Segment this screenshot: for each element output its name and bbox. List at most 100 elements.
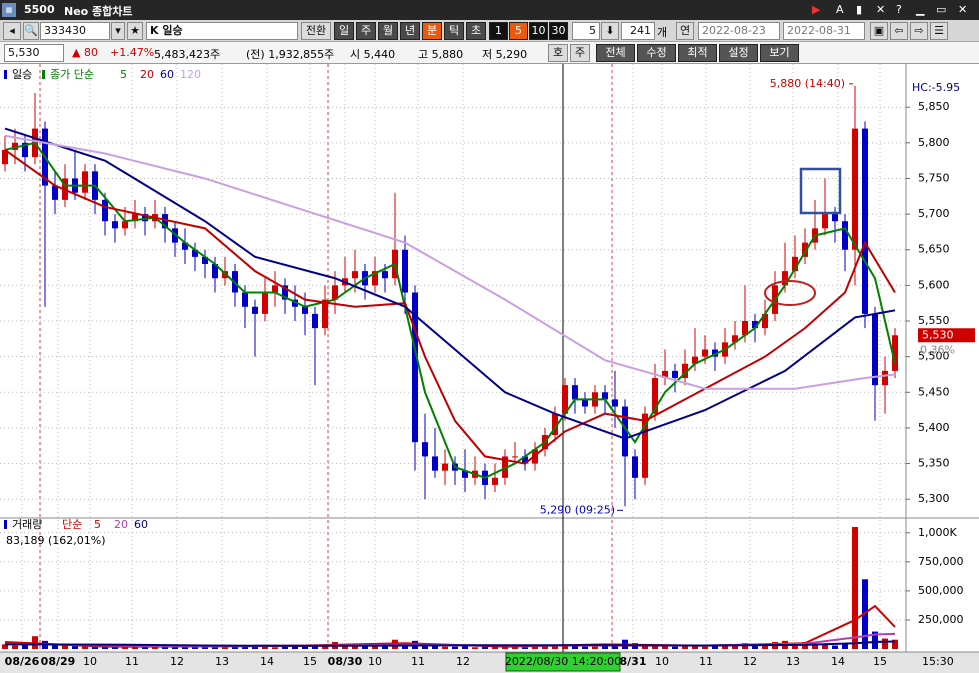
candle-body xyxy=(162,214,168,229)
period-button[interactable]: 초 xyxy=(466,22,486,40)
candle-body xyxy=(672,370,678,379)
minute-button[interactable]: 30 xyxy=(549,22,568,40)
volume-bar xyxy=(192,646,198,649)
interval-input[interactable]: 5 xyxy=(572,22,600,40)
minute-button[interactable]: 5 xyxy=(509,22,528,40)
x-tick-label: 10 xyxy=(83,655,97,668)
moving-average-line xyxy=(4,134,896,390)
minute-button[interactable]: 10 xyxy=(529,22,548,40)
volume-bar xyxy=(592,646,598,649)
menu-button[interactable]: ☰ xyxy=(930,22,948,40)
window-icon[interactable]: ? xyxy=(896,3,902,16)
period-button[interactable]: 분 xyxy=(422,22,442,40)
volume-bar xyxy=(812,643,818,649)
volume-bar xyxy=(732,644,738,649)
end-date[interactable]: 2022-08-31 xyxy=(783,22,865,40)
period-button[interactable]: 년 xyxy=(400,22,420,40)
minimize-button[interactable]: ▁ xyxy=(916,3,925,16)
y-tick-label: 5,650 xyxy=(918,243,950,256)
period-button[interactable]: 주 xyxy=(356,22,376,40)
menu-button[interactable]: 수정 xyxy=(637,44,676,62)
screen-number: 5500 xyxy=(24,3,55,16)
candle-body xyxy=(412,292,418,443)
volume-bar xyxy=(142,647,148,649)
legend-label: 일승 xyxy=(12,67,32,81)
candle-body xyxy=(202,256,208,264)
candle-body xyxy=(662,370,668,379)
legend-label: 거래량 xyxy=(12,518,42,531)
volume-bar xyxy=(402,644,408,649)
legend-label: 단순 xyxy=(62,518,82,531)
volume-bar xyxy=(92,646,98,649)
favorite-button[interactable]: ★ xyxy=(127,22,143,40)
high-price: 고 5,880 xyxy=(418,48,464,61)
window-icon[interactable]: ▶ xyxy=(812,3,821,16)
period-button[interactable]: 일 xyxy=(334,22,354,40)
volume-bar xyxy=(612,645,618,649)
code-dropdown[interactable]: ▾ xyxy=(111,22,125,40)
period-button[interactable]: 월 xyxy=(378,22,398,40)
volume-bar xyxy=(642,644,648,649)
forward-button[interactable]: ⇨ xyxy=(910,22,928,40)
back-button[interactable]: ⇦ xyxy=(890,22,908,40)
save-button[interactable]: ▣ xyxy=(870,22,888,40)
volume-bar xyxy=(652,645,658,649)
menu-button[interactable]: 설정 xyxy=(719,44,758,62)
period-button[interactable]: 틱 xyxy=(444,22,464,40)
toolbar: ◂ 🔍 333430 ▾ ★ K 일승 전환 일 주 월 년 분 틱 초 1 5 10 30 5 ⬇… xyxy=(0,20,979,42)
x-tick-label: 15 xyxy=(303,655,317,668)
menu-button[interactable]: 최적 xyxy=(678,44,717,62)
legend-entry: 5 xyxy=(94,518,101,531)
continuous-button[interactable]: 연 xyxy=(676,22,694,40)
count-input[interactable]: 241 xyxy=(621,22,655,40)
window-icon[interactable]: ▮ xyxy=(856,3,863,16)
legend-swatch xyxy=(4,520,7,529)
volume-bar xyxy=(432,645,438,649)
prev-button[interactable]: ◂ xyxy=(3,22,21,40)
legend-entry: 120 xyxy=(180,68,201,81)
interval-down[interactable]: ⬇ xyxy=(601,22,619,40)
minute-button[interactable]: 1 xyxy=(489,22,508,40)
close-button[interactable]: ✕ xyxy=(958,3,968,16)
menu-button[interactable]: 전체 xyxy=(596,44,635,62)
volume-bar xyxy=(182,646,188,649)
x-tick-label: 12 xyxy=(456,655,470,668)
legend-entry: 60 xyxy=(134,518,148,531)
stock-code-input[interactable]: 333430 xyxy=(40,22,110,40)
current-price-label: 5,530 xyxy=(922,328,954,341)
y-tick-label: 5,350 xyxy=(918,457,950,470)
legend-entry: 20 xyxy=(140,68,154,81)
menu-button[interactable]: 보기 xyxy=(760,44,799,62)
candle-body xyxy=(332,285,338,300)
search-button[interactable]: 🔍 xyxy=(23,22,39,40)
volume-bar xyxy=(582,646,588,649)
y-tick-label: 1,000K xyxy=(918,526,957,539)
cursor-label-box xyxy=(505,652,621,672)
window-icon[interactable]: A xyxy=(836,3,844,16)
convert-button[interactable]: 전환 xyxy=(301,22,331,40)
start-date[interactable]: 2022-08-23 xyxy=(698,22,780,40)
candle-body xyxy=(192,249,198,257)
quote-button[interactable]: 호 xyxy=(548,44,568,62)
candle-body xyxy=(2,149,8,165)
y-tick-label: 500,000 xyxy=(918,584,964,597)
moving-average-line xyxy=(4,640,896,647)
volume-bar xyxy=(2,644,8,649)
volume-bar xyxy=(752,644,758,649)
volume-bar xyxy=(452,646,458,649)
volume-bar xyxy=(682,646,688,649)
restore-button[interactable]: ▭ xyxy=(936,3,947,16)
volume-bar xyxy=(602,646,608,649)
legend-entry: 20 xyxy=(114,518,128,531)
candle-body xyxy=(732,335,738,343)
quote-button[interactable]: 주 xyxy=(570,44,590,62)
price-change: ▲ 80 xyxy=(72,46,98,59)
low-price: 저 5,290 xyxy=(482,48,528,61)
volume-bar xyxy=(542,646,548,649)
window-icon[interactable]: ✕ xyxy=(876,3,886,16)
candle-body xyxy=(252,306,258,314)
candle-body xyxy=(512,456,518,458)
candle-body xyxy=(522,456,528,464)
open-price: 시 5,440 xyxy=(350,48,396,61)
